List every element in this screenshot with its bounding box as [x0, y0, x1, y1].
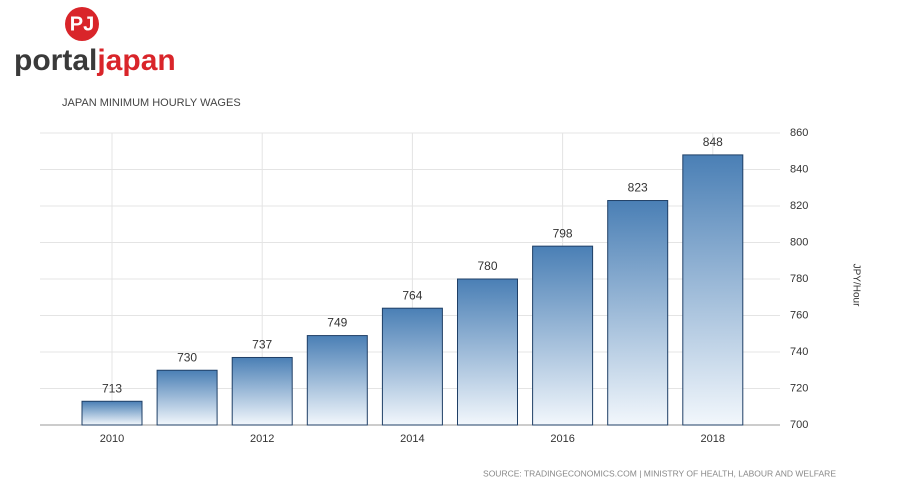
logo: PJ portaljapan [14, 7, 176, 77]
logo-word-1: portal [14, 44, 97, 77]
bar [457, 278, 518, 426]
y-axis-label: JPY/Hour [850, 264, 861, 307]
x-tick-label: 2018 [701, 433, 725, 445]
data-label: 713 [102, 381, 122, 395]
data-label: 730 [177, 350, 197, 364]
data-label: 764 [402, 288, 422, 302]
bar [306, 335, 368, 426]
y-tick-label: 760 [790, 309, 808, 321]
bar [81, 400, 143, 426]
bar [156, 369, 218, 426]
data-label: 780 [477, 259, 497, 273]
y-tick-label: 700 [790, 419, 808, 431]
bar [231, 356, 293, 426]
logo-word-2: japan [96, 44, 175, 77]
logo-word: portaljapan [14, 44, 176, 77]
data-label: 798 [553, 226, 573, 240]
x-tick-label: 2012 [250, 433, 274, 445]
y-tick-label: 740 [790, 346, 808, 358]
data-label: 749 [327, 316, 347, 330]
y-tick-label: 860 [790, 127, 808, 139]
y-tick-label: 720 [790, 382, 808, 394]
x-tick-label: 2010 [100, 433, 124, 445]
bar [381, 307, 443, 426]
data-label: 823 [628, 181, 648, 195]
logo-badge [65, 7, 99, 41]
chart-title: JAPAN MINIMUM HOURLY WAGES [62, 97, 241, 109]
y-tick-label: 780 [790, 273, 808, 285]
data-label: 737 [252, 338, 272, 352]
x-tick-label: 2016 [550, 433, 574, 445]
source: SOURCE: TRADINGECONOMICS.COM | MINISTRY … [483, 468, 836, 478]
y-tick-label: 820 [790, 200, 808, 212]
bar [532, 245, 594, 426]
bar [607, 200, 669, 426]
x-tick-label: 2014 [400, 433, 424, 445]
y-tick-label: 840 [790, 163, 808, 175]
data-label: 848 [703, 135, 723, 149]
bar [682, 154, 744, 426]
y-tick-label: 800 [790, 236, 808, 248]
logo-mark: PJ [70, 13, 94, 35]
